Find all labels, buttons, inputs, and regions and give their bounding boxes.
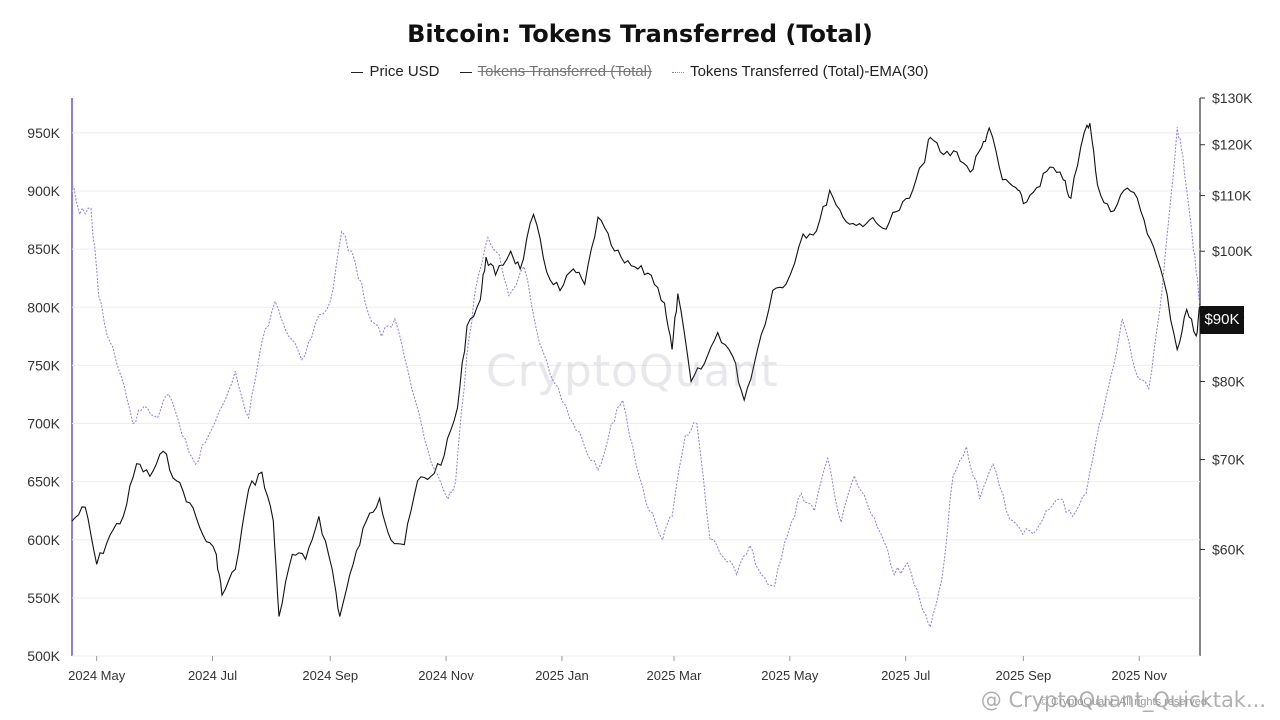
left-tick-label: 900K [27, 183, 60, 199]
x-tick-label: 2025 Nov [1111, 668, 1167, 683]
left-tick-label: 600K [27, 532, 60, 548]
legend-label-ema: Tokens Transferred (Total)-EMA(30) [690, 63, 929, 80]
left-tick-label: 800K [27, 299, 60, 315]
legend-item-price[interactable]: Price USD [351, 63, 440, 80]
legend-label-tokens: Tokens Transferred (Total) [477, 63, 652, 80]
right-tick-label: $60K [1212, 542, 1245, 558]
chart-title: Bitcoin: Tokens Transferred (Total) [407, 20, 873, 48]
right-tick-label: $70K [1212, 452, 1245, 468]
legend-swatch-tokens [459, 71, 472, 73]
left-tick-label: 650K [27, 474, 60, 490]
x-tick-label: 2024 Nov [418, 668, 474, 683]
right-tick-label: $110K [1212, 188, 1252, 204]
left-tick-label: 850K [27, 241, 60, 257]
watermark: CryptoQuant [486, 346, 779, 397]
price-usd-line [71, 123, 1201, 617]
current-price-badge: $90K [1200, 306, 1244, 334]
right-tick-label: $80K [1212, 374, 1245, 390]
legend-swatch-ema [672, 71, 685, 73]
legend-swatch-price [351, 71, 364, 73]
left-tick-label: 500K [27, 648, 60, 664]
left-tick-label: 700K [27, 416, 60, 432]
x-tick-label: 2025 Jul [881, 668, 930, 683]
legend-label-price: Price USD [369, 63, 440, 80]
x-tick-label: 2025 May [761, 668, 819, 683]
chart-legend: Price USD Tokens Transferred (Total) Tok… [0, 63, 1280, 80]
legend-item-tokens[interactable]: Tokens Transferred (Total) [459, 63, 652, 80]
x-tick-label: 2024 Sep [302, 668, 358, 683]
right-tick-label: $100K [1212, 243, 1253, 259]
left-tick-label: 750K [27, 357, 60, 373]
right-tick-label: $120K [1212, 137, 1253, 153]
right-tick-label: $130K [1212, 90, 1253, 106]
tokens-transferred-ema-line [71, 127, 1201, 629]
x-tick-label: 2024 May [68, 668, 126, 683]
left-tick-label: 950K [27, 125, 60, 141]
x-tick-label: 2025 Sep [996, 668, 1052, 683]
legend-item-ema[interactable]: Tokens Transferred (Total)-EMA(30) [672, 63, 929, 80]
x-tick-label: 2025 Mar [647, 668, 703, 683]
x-tick-label: 2024 Jul [188, 668, 237, 683]
copyright-text: © CryptoQuant. All rights reserved. [1039, 696, 1210, 708]
x-tick-label: 2025 Jan [535, 668, 589, 683]
left-tick-label: 550K [27, 590, 60, 606]
footer-brand: @ CryptoQuant_Quicktak... [980, 688, 1266, 712]
